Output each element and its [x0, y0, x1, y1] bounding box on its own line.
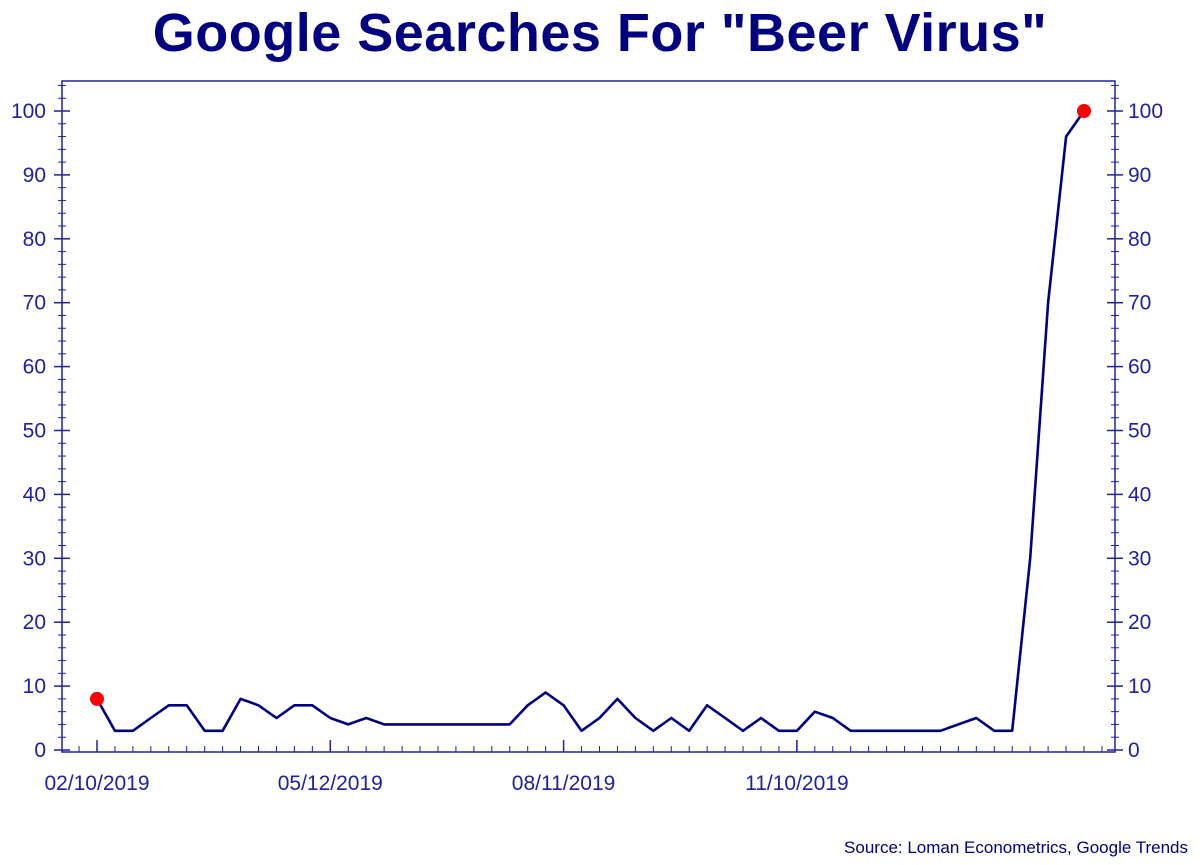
- y-tick-label-right: 100: [1128, 100, 1163, 123]
- y-tick-label-right: 40: [1128, 483, 1151, 506]
- y-tick-label-left: 60: [23, 356, 46, 379]
- y-tick-label-left: 70: [23, 292, 46, 315]
- y-tick-label-right: 80: [1128, 228, 1151, 251]
- y-tick-label-right: 90: [1128, 164, 1151, 187]
- x-tick-label: 05/12/2019: [278, 772, 383, 795]
- x-tick-label: 08/11/2019: [512, 772, 616, 795]
- y-tick-label-left: 30: [23, 547, 46, 570]
- highlight-marker: [1077, 104, 1091, 118]
- x-tick-label: 11/10/2019: [745, 772, 849, 795]
- y-axis-right: 0 10 20 30 40 50 60 70 80 90 100: [1107, 84, 1163, 762]
- y-tick-label-right: 0: [1128, 739, 1140, 762]
- x-axis: 02/10/2019 05/12/2019 08/11/2019 11/10/2019: [44, 740, 1103, 795]
- chart-title: Google Searches For "Beer Virus": [152, 3, 1048, 63]
- y-tick-label-left: 90: [23, 164, 46, 187]
- marker-layer: [90, 104, 1091, 706]
- y-tick-label-left: 10: [23, 675, 46, 698]
- series-layer: [95, 110, 1086, 733]
- y-tick-label-right: 20: [1128, 611, 1151, 634]
- y-tick-label-right: 30: [1128, 547, 1151, 570]
- source-note: Source: Loman Econometrics, Google Trend…: [844, 838, 1188, 857]
- x-tick-label: 02/10/2019: [44, 772, 149, 795]
- y-tick-label-left: 20: [23, 611, 46, 634]
- highlight-marker: [90, 691, 104, 706]
- y-axis-left: 0 10 20 30 40 50 60 70 80 90 100: [11, 84, 70, 762]
- series-line: [95, 110, 1086, 733]
- y-tick-label-left: 80: [23, 228, 46, 251]
- y-tick-label-right: 50: [1128, 420, 1151, 443]
- y-tick-label-right: 10: [1128, 675, 1151, 698]
- y-tick-label-left: 40: [23, 483, 46, 506]
- y-tick-label-left: 100: [11, 100, 46, 123]
- plot-frame: [61, 80, 1116, 753]
- y-tick-label-right: 70: [1128, 292, 1151, 315]
- y-tick-label-right: 60: [1128, 356, 1151, 379]
- y-tick-label-left: 50: [23, 420, 46, 443]
- y-tick-label-left: 0: [34, 739, 46, 762]
